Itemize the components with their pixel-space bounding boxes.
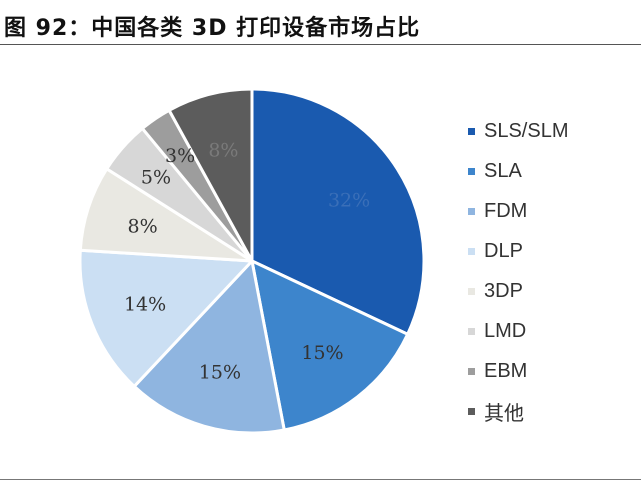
- pie-label: 8%: [128, 216, 158, 238]
- bottom-divider: [0, 479, 641, 480]
- legend-swatch: [468, 127, 475, 135]
- legend-label: 其他: [484, 402, 524, 425]
- pie-label: 8%: [208, 140, 238, 162]
- legend-item: SLS/SLM: [468, 111, 568, 151]
- pie-slice-fdm: [132, 259, 286, 435]
- pie-slice--: [167, 87, 254, 263]
- legend-swatch: [468, 247, 475, 255]
- pie-slice-dlp: [78, 248, 254, 388]
- legend-swatch: [468, 367, 475, 375]
- pie-slices: [78, 87, 426, 435]
- legend-label: 3DP: [484, 279, 523, 302]
- pie-label: 32%: [328, 189, 370, 211]
- legend-label: LMD: [484, 319, 527, 342]
- pie-slice-sls-slm: [250, 87, 426, 336]
- pie-label: 15%: [301, 342, 343, 364]
- pie-labels: 32% 15% 15% 14% 8% 5%3% 8%: [124, 140, 370, 384]
- legend-label: DLP: [484, 239, 523, 262]
- legend-item: LMD: [468, 311, 568, 351]
- pie-label: 3%: [165, 145, 195, 167]
- pie-label: 5%: [141, 166, 171, 188]
- legend-label: FDM: [484, 199, 528, 222]
- legend-swatch: [468, 207, 475, 215]
- pie-slice-sla: [250, 259, 410, 432]
- pie-label: 15%: [199, 361, 241, 383]
- legend-item: DLP: [468, 231, 568, 271]
- legend-item: EBM: [468, 351, 568, 391]
- legend-item: FDM: [468, 191, 568, 231]
- legend-item: SLA: [468, 151, 568, 191]
- legend-swatch: [468, 327, 475, 335]
- legend-swatch: [468, 407, 475, 415]
- legend-item: 3DP: [468, 271, 568, 311]
- legend-item: 其他: [468, 391, 568, 431]
- title-divider: [0, 44, 641, 45]
- legend-swatch: [468, 287, 475, 295]
- legend-label: EBM: [484, 359, 528, 382]
- chart-legend: SLS/SLM SLA FDM DLP 3DP LMD EBM 其他: [468, 111, 568, 431]
- pie-label: 14%: [124, 293, 166, 315]
- legend-label: SLA: [484, 159, 522, 182]
- legend-swatch: [468, 167, 475, 175]
- figure-title: 图 92：中国各类 3D 打印设备市场占比: [4, 16, 421, 41]
- legend-label: SLS/SLM: [484, 119, 569, 142]
